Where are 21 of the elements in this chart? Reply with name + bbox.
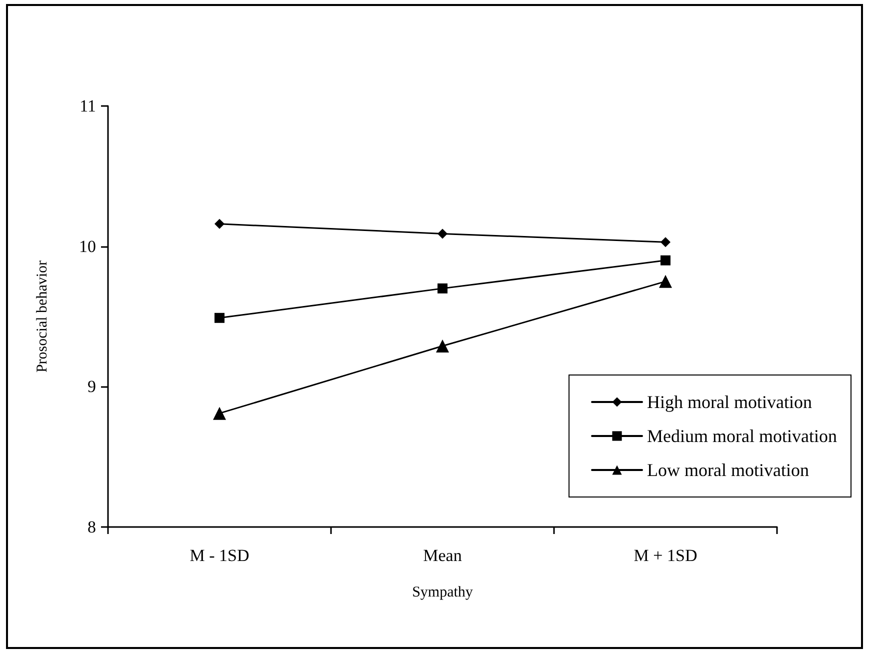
legend-label: Medium moral motivation <box>647 426 838 446</box>
point <box>660 255 670 266</box>
point <box>213 406 226 420</box>
point <box>438 283 448 294</box>
x-axis-title: Sympathy <box>412 584 474 600</box>
point <box>660 237 670 248</box>
x-tick-label: M + 1SD <box>634 546 698 565</box>
point <box>214 312 224 323</box>
point <box>438 228 448 239</box>
y-tick-label: 10 <box>79 236 96 256</box>
legend-label: High moral motivation <box>647 392 812 412</box>
y-tick-label: 11 <box>80 96 96 116</box>
y-tick-label: 9 <box>88 377 96 396</box>
point <box>436 339 449 352</box>
y-axis-title: Prosocial behavior <box>34 260 50 373</box>
legend-label: Low moral motivation <box>647 460 810 480</box>
point <box>214 218 224 229</box>
x-tick-label: Mean <box>423 546 462 565</box>
point <box>659 274 672 288</box>
y-tick-label: 8 <box>88 518 96 536</box>
x-tick-label: M - 1SD <box>190 546 250 565</box>
